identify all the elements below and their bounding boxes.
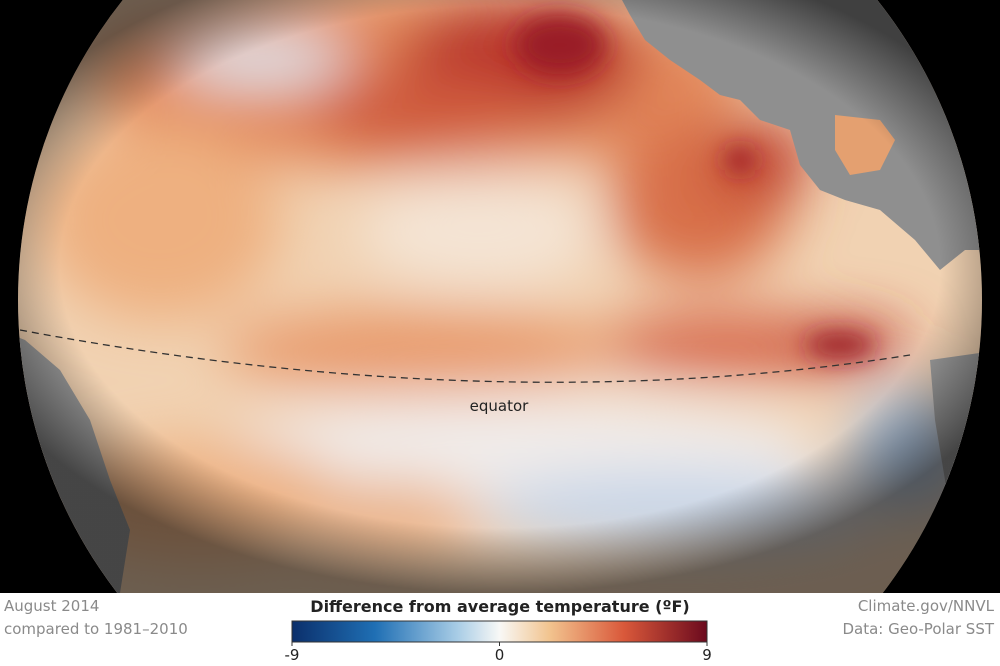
map: equator [0, 0, 1000, 593]
tick-label: 9 [702, 646, 712, 664]
credit-source: Climate.gov/NNVL [857, 597, 994, 615]
caption-baseline: compared to 1981–2010 [4, 620, 188, 638]
colorbar [291, 620, 708, 643]
footer: -9 0 9 August 2014 compared to 1981–2010 D… [0, 593, 1000, 666]
equator-label: equator [470, 397, 530, 415]
legend: -9 0 9 [285, 620, 712, 664]
credit-data: Data: Geo-Polar SST [842, 620, 994, 638]
caption-date: August 2014 [4, 597, 100, 615]
globe [18, 0, 982, 593]
tick-label: -9 [285, 646, 300, 664]
tick-label: 0 [495, 646, 505, 664]
legend-title: Difference from average temperature (ºF) [310, 597, 690, 616]
